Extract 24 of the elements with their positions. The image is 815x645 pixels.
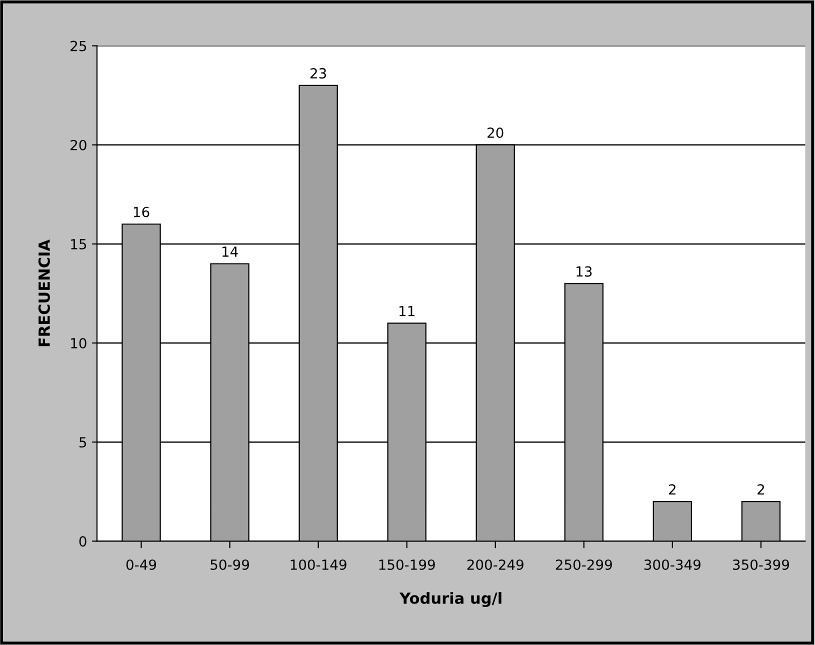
data-label: 20 — [488, 128, 504, 138]
data-label: 23 — [310, 68, 326, 79]
x-tick-label: 50-99 — [210, 559, 249, 570]
x-axis-title: Yoduria ug/l — [399, 592, 502, 607]
data-label: 11 — [400, 306, 414, 316]
data-label: 2 — [669, 484, 676, 494]
y-tick-label: 0 — [79, 536, 86, 547]
y-tick-label: 25 — [70, 40, 86, 52]
x-tick-label: 200-249 — [467, 559, 524, 570]
data-label: 13 — [576, 266, 592, 277]
y-tick-label: 15 — [71, 239, 86, 250]
data-label: 16 — [134, 206, 150, 218]
x-tick-label: 350-399 — [733, 559, 789, 570]
x-tick-label: 150-199 — [379, 559, 435, 570]
data-label: 2 — [758, 484, 764, 494]
y-tick-label: 20 — [70, 140, 86, 150]
x-tick-label: 300-349 — [644, 559, 700, 570]
x-tick-label: 250-299 — [556, 559, 612, 570]
x-tick-label: 0-49 — [126, 559, 156, 570]
data-label: 14 — [222, 246, 238, 257]
y-axis-title: FRECUENCIA — [38, 239, 50, 346]
x-tick-label: 100-149 — [290, 559, 346, 570]
y-tick-label: 5 — [80, 437, 86, 448]
y-tick-label: 10 — [71, 338, 86, 348]
